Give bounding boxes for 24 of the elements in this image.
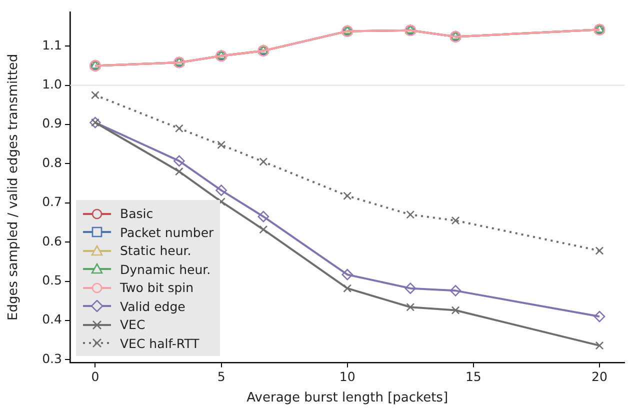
legend-label: Valid edge [120,298,186,314]
y-tick-label: 0.5 [42,272,62,288]
y-axis-title: Edges sampled / valid edges transmitted [6,54,22,321]
x-tick-label: 5 [217,369,226,384]
y-tick-label: 0.4 [42,312,62,327]
legend-label: VEC half-RTT [120,336,200,351]
y-tick-label: 0.8 [42,154,62,170]
x-tick-label: 0 [91,369,100,384]
x-tick-label: 10 [339,369,356,384]
legend-label: VEC [120,317,146,332]
legend-label: Basic [120,206,154,222]
y-tick-label: 0.3 [42,350,62,366]
y-tick-label: 1.0 [42,76,62,92]
y-tick-label: 0.9 [42,116,62,131]
x-tick-label: 20 [592,369,608,384]
y-tick-label: 1.1 [42,37,62,52]
y-tick-label: 0.6 [42,233,62,248]
legend-label: Two bit spin [120,280,194,296]
legend-label: Packet number [120,224,214,240]
legend-label: Static heur. [120,243,192,258]
x-tick-label: 15 [465,369,482,384]
y-tick-label: 0.7 [42,194,62,210]
x-axis-title: Average burst length [packets] [246,390,448,406]
legend-label: Dynamic heur. [120,262,211,277]
